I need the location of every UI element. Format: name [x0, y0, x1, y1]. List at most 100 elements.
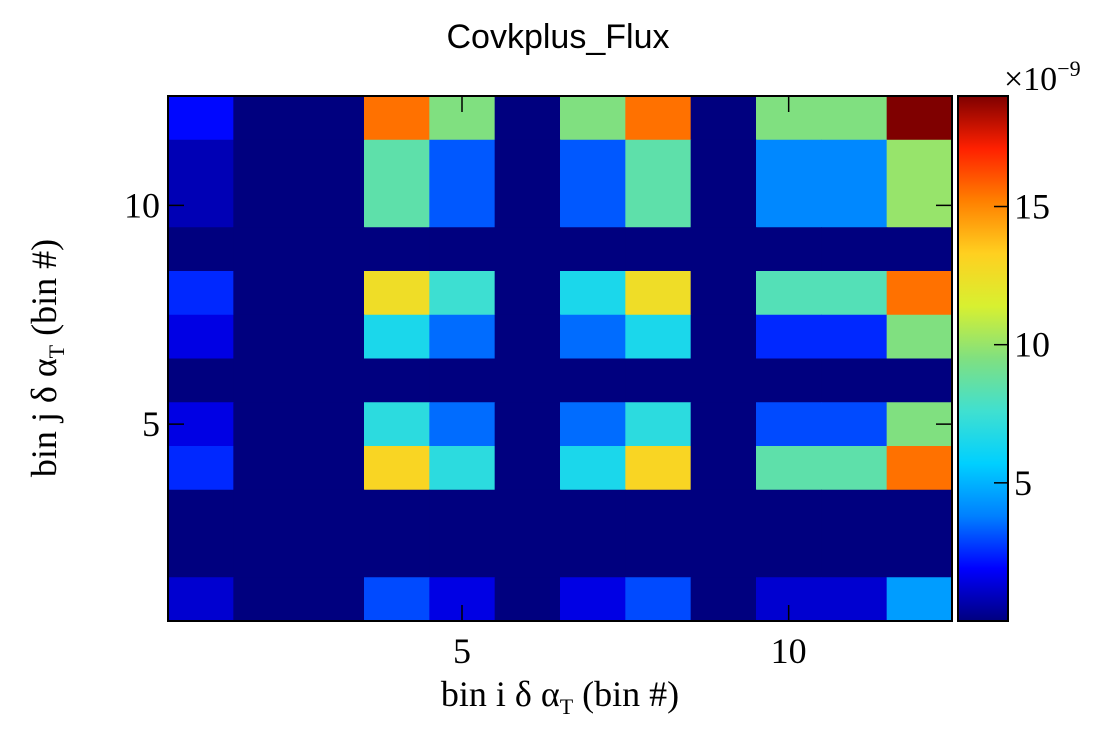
heatmap-cell — [364, 489, 430, 535]
heatmap-cell — [625, 183, 692, 228]
heatmap-cell — [690, 96, 757, 141]
heatmap-cell — [821, 358, 888, 403]
heatmap-cell — [625, 489, 692, 535]
heatmap-cell — [690, 489, 757, 535]
heatmap-cell — [364, 271, 430, 316]
heatmap-cell — [233, 402, 300, 447]
heatmap-cell — [821, 271, 888, 316]
colorbar-multiplier-base: ×10 — [1004, 61, 1057, 98]
heatmap-cell — [625, 577, 692, 622]
heatmap-cell — [233, 96, 300, 141]
heatmap-cell — [756, 183, 822, 228]
heatmap-cell — [429, 446, 496, 491]
heatmap-cell — [690, 446, 757, 491]
heatmap-cell — [233, 533, 300, 578]
heatmap-cell — [494, 489, 561, 535]
heatmap-cell — [233, 577, 300, 622]
heatmap-cell — [625, 96, 692, 141]
heatmap-cell — [298, 489, 365, 535]
heatmap-cell — [364, 139, 430, 185]
heatmap-cell — [560, 577, 626, 622]
heatmap-cell — [494, 271, 561, 316]
heatmap-cell — [364, 446, 430, 491]
heatmap-cell — [364, 227, 430, 272]
heatmap-cell — [364, 96, 430, 141]
heatmap-cell — [690, 227, 757, 272]
heatmap-cells — [168, 96, 953, 622]
plot-frame — [167, 95, 953, 622]
heatmap-cell — [429, 402, 496, 447]
heatmap-cell — [364, 402, 430, 447]
heatmap-cell — [690, 533, 757, 578]
heatmap-cell — [756, 314, 822, 360]
heatmap-cell — [168, 314, 234, 360]
heatmap-cell — [298, 314, 365, 360]
heatmap-cell — [168, 533, 234, 578]
heatmap-cell — [756, 139, 822, 185]
heatmap-cell — [625, 227, 692, 272]
heatmap-cell — [494, 446, 561, 491]
heatmap-cell — [690, 577, 757, 622]
heatmap-cell — [625, 314, 692, 360]
heatmap-cell — [886, 358, 953, 403]
y-axis-label-subscript: T — [44, 344, 69, 358]
heatmap-cell — [233, 446, 300, 491]
heatmap-cell — [886, 489, 953, 535]
heatmap-cell — [821, 96, 888, 141]
heatmap-cell — [625, 271, 692, 316]
heatmap-cell — [168, 489, 234, 535]
heatmap-cell — [298, 271, 365, 316]
heatmap-cell — [756, 358, 822, 403]
heatmap-cell — [886, 577, 953, 622]
heatmap-cell — [560, 183, 626, 228]
heatmap-cell — [625, 402, 692, 447]
colorbar-multiplier: ×10−9 — [1004, 56, 1081, 98]
heatmap-cell — [494, 402, 561, 447]
heatmap-cell — [560, 533, 626, 578]
heatmap-cell — [494, 314, 561, 360]
y-axis-ticks: 5 10 — [124, 185, 952, 444]
heatmap-cell — [494, 139, 561, 185]
heatmap-cell — [298, 139, 365, 185]
heatmap-cell — [690, 271, 757, 316]
heatmap-cell — [364, 533, 430, 578]
heatmap-cell — [560, 271, 626, 316]
heatmap-cell — [821, 139, 888, 185]
heatmap-cell — [821, 577, 888, 622]
heatmap-cell — [168, 96, 234, 141]
heatmap-cell — [298, 227, 365, 272]
x-axis-label-suffix: (bin #) — [573, 674, 679, 714]
heatmap-cell — [429, 183, 496, 228]
chart-title: Covkplus_Flux — [447, 18, 670, 56]
heatmap-cell — [821, 489, 888, 535]
x-axis-label-main: bin i δ α — [441, 674, 560, 714]
heatmap-cell — [690, 183, 757, 228]
heatmap-cell — [886, 227, 953, 272]
heatmap-cell — [233, 139, 300, 185]
y-tick-label: 10 — [124, 185, 160, 225]
heatmap-cell — [690, 358, 757, 403]
heatmap-cell — [756, 227, 822, 272]
heatmap-cell — [494, 183, 561, 228]
heatmap-cell — [756, 446, 822, 491]
heatmap-cell — [429, 358, 496, 403]
heatmap-cell — [298, 96, 365, 141]
heatmap-cell — [560, 227, 626, 272]
heatmap-cell — [625, 358, 692, 403]
heatmap-cell — [298, 533, 365, 578]
heatmap-cell — [625, 533, 692, 578]
heatmap-cell — [821, 402, 888, 447]
heatmap-cell — [364, 358, 430, 403]
heatmap-cell — [233, 489, 300, 535]
colorbar-tick-label: 10 — [1014, 325, 1050, 365]
heatmap-cell — [821, 446, 888, 491]
colorbar-ticks: 5 10 15 — [994, 187, 1050, 503]
heatmap-cell — [429, 489, 496, 535]
x-axis-label: bin i δ αT (bin #) — [441, 674, 679, 719]
x-tick-label: 10 — [771, 631, 807, 671]
heatmap-cell — [690, 139, 757, 185]
heatmap-cell — [756, 271, 822, 316]
heatmap-cell — [560, 402, 626, 447]
heatmap-cell — [690, 314, 757, 360]
